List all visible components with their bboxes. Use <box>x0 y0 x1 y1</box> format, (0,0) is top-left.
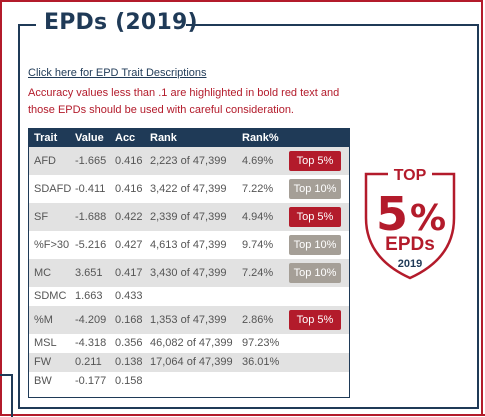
cell-trait: MSL <box>34 337 57 349</box>
table-row: %M -4.209 0.168 1,353 of 47,399 2.86% Top 5% <box>29 306 349 334</box>
cell-rank-pct: 4.94% <box>242 211 274 223</box>
header-value: Value <box>75 132 104 144</box>
cell-rank-pct: 9.74% <box>242 239 274 251</box>
cell-rank-pct: 7.24% <box>242 267 274 279</box>
table-row: AFD -1.665 0.416 2,223 of 47,399 4.69% Top 5% <box>29 147 349 175</box>
header-acc: Acc <box>115 132 136 144</box>
outer-red-border-bottom <box>0 414 485 416</box>
rank-badge: Top 10% <box>289 263 341 283</box>
cell-trait: FW <box>34 356 52 368</box>
cell-rank-pct: 2.86% <box>242 314 274 326</box>
cell-value: -1.688 <box>75 211 107 223</box>
cell-rank: 1,353 of 47,399 <box>150 314 227 326</box>
table-row: SF -1.688 0.422 2,339 of 47,399 4.94% Top 5% <box>29 203 349 231</box>
frame-top-left-segment <box>18 24 36 26</box>
table-header: Trait Value Acc Rank Rank% <box>29 129 349 147</box>
cell-rank-pct: 97.23% <box>242 337 280 349</box>
logo-year: 2019 <box>398 258 422 270</box>
frame-top-right-segment <box>186 24 479 26</box>
cell-rank: 3,430 of 47,399 <box>150 267 227 279</box>
cell-trait: %F>30 <box>34 239 70 251</box>
rank-badge: Top 10% <box>289 235 341 255</box>
cell-value: -5.216 <box>75 239 107 251</box>
header-rank: Rank <box>150 132 177 144</box>
cell-rank: 2,339 of 47,399 <box>150 211 227 223</box>
epd-section-frame <box>18 24 479 409</box>
cell-acc: 0.417 <box>115 267 143 279</box>
cell-acc: 0.433 <box>115 290 143 302</box>
cell-acc: 0.416 <box>115 155 143 167</box>
cell-trait: AFD <box>34 155 56 167</box>
cell-value: -0.177 <box>75 375 107 387</box>
cell-rank-pct: 4.69% <box>242 155 274 167</box>
cell-acc: 0.138 <box>115 356 143 368</box>
cell-rank: 2,223 of 47,399 <box>150 155 227 167</box>
cell-rank-pct: 36.01% <box>242 356 280 368</box>
cell-trait: SDMC <box>34 290 67 302</box>
cell-value: -4.318 <box>75 337 107 349</box>
cell-rank: 4,613 of 47,399 <box>150 239 227 251</box>
table-body: AFD -1.665 0.416 2,223 of 47,399 4.69% Top 5%… <box>29 147 349 391</box>
table-row: MC 3.651 0.417 3,430 of 47,399 7.24% Top 10% <box>29 259 349 287</box>
cell-value: -0.411 <box>75 183 106 195</box>
rank-badge: Top 5% <box>289 207 341 227</box>
cell-rank-pct: 7.22% <box>242 183 274 195</box>
header-rank-pct: Rank% <box>242 132 279 144</box>
logo-epds-text: EPDs <box>385 234 435 255</box>
rank-badge: Top 5% <box>289 151 341 171</box>
table-row: SDMC 1.663 0.433 <box>29 287 349 306</box>
left-stub-line-vertical <box>11 374 13 417</box>
cell-value: 3.651 <box>75 267 103 279</box>
cell-trait: BW <box>34 375 52 387</box>
table-row: FW 0.211 0.138 17,064 of 47,399 36.01% <box>29 353 349 372</box>
left-stub-line <box>0 374 12 376</box>
cell-acc: 0.427 <box>115 239 143 251</box>
section-title: EPDs (2019) <box>44 10 198 35</box>
header-trait: Trait <box>34 132 58 144</box>
logo-top-backdrop <box>388 164 432 184</box>
cell-value: -1.665 <box>75 155 107 167</box>
cell-acc: 0.422 <box>115 211 143 223</box>
cell-rank: 46,082 of 47,399 <box>150 337 233 349</box>
cell-acc: 0.158 <box>115 375 143 387</box>
logo-number: 5 <box>376 187 408 241</box>
cell-rank: 17,064 of 47,399 <box>150 356 233 368</box>
cell-acc: 0.168 <box>115 314 143 326</box>
cell-acc: 0.356 <box>115 337 143 349</box>
accuracy-note: Accuracy values less than .1 are highlig… <box>28 87 340 116</box>
table-row: MSL -4.318 0.356 46,082 of 47,399 97.23% <box>29 334 349 353</box>
cell-trait: SDAFD <box>34 183 72 195</box>
logo-percent-symbol: % <box>410 198 446 239</box>
cell-acc: 0.416 <box>115 183 143 195</box>
table-row: %F>30 -5.216 0.427 4,613 of 47,399 9.74% Top … <box>29 231 349 259</box>
cell-rank: 3,422 of 47,399 <box>150 183 227 195</box>
cell-value: 1.663 <box>75 290 103 302</box>
epd-trait-descriptions-link[interactable]: Click here for EPD Trait Descriptions <box>28 67 207 79</box>
table-row: SDAFD -0.411 0.416 3,422 of 47,399 7.22% Top … <box>29 175 349 203</box>
logo-shield-outline <box>364 172 456 280</box>
top-5-percent-epds-logo: TOP 5 % EPDs 2019 <box>364 164 456 280</box>
cell-value: 0.211 <box>75 356 102 368</box>
rank-badge: Top 10% <box>289 179 341 199</box>
logo-top-text: TOP <box>394 167 427 184</box>
cell-trait: SF <box>34 211 49 223</box>
rank-badge: Top 5% <box>289 310 341 330</box>
epd-table: Trait Value Acc Rank Rank% AFD -1.665 0.41… <box>28 128 350 398</box>
cell-trait: MC <box>34 267 52 279</box>
table-row: BW -0.177 0.158 <box>29 372 349 391</box>
cell-value: -4.209 <box>75 314 107 326</box>
cell-trait: %M <box>34 314 53 326</box>
